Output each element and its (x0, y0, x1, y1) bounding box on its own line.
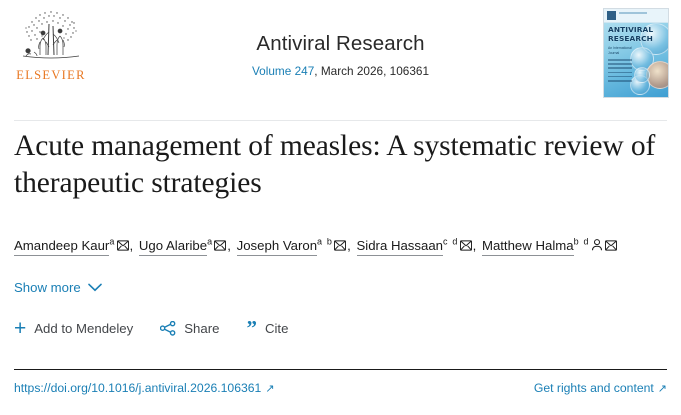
author-item: Sidra Hassaanc d, (356, 236, 479, 256)
elsevier-tree-icon (22, 11, 80, 59)
show-more-authors-button[interactable]: Show more (14, 280, 102, 295)
author-affiliation: c d (443, 236, 459, 247)
author-item: Matthew Halmab d (481, 236, 618, 256)
author-separator: , (347, 238, 351, 253)
author-item: Amandeep Kaura, (14, 236, 135, 256)
author-affiliation: a (207, 236, 214, 247)
cover-title-line2: RESEARCH (608, 33, 653, 43)
share-label: Share (184, 321, 220, 336)
author-item: Ugo Alaribea, (138, 236, 233, 256)
elsevier-wordmark: ELSEVIER (16, 68, 86, 82)
get-rights-and-content-link[interactable]: Get rights and content ↗ (534, 381, 667, 395)
person-icon[interactable] (591, 239, 603, 251)
chevron-down-icon (87, 280, 102, 295)
author-name[interactable]: Amandeep Kaur (14, 238, 110, 256)
volume-link[interactable]: Volume 247 (251, 63, 315, 78)
author-list: Amandeep Kaura, Ugo Alaribea, Joseph Var… (14, 234, 667, 258)
cite-button[interactable]: ” Cite (246, 316, 289, 340)
plus-icon: + (14, 316, 27, 340)
cover-elsevier-mark (607, 11, 616, 20)
cover-top-strip (619, 12, 647, 14)
article-action-bar: + Add to Mendeley Share ” Cite (14, 316, 667, 340)
article-block: Acute management of measles: A systemati… (14, 128, 667, 340)
doi-link[interactable]: https://doi.org/10.1016/j.antiviral.2026… (14, 381, 275, 395)
author-separator: , (472, 238, 477, 253)
quote-icon: ” (246, 316, 257, 340)
journal-header: Antiviral Research Volume 247, March 202… (0, 32, 681, 78)
journal-cover-thumbnail[interactable]: ANTIVIRAL RESEARCH An International Journ… (603, 8, 669, 98)
share-button[interactable]: Share (160, 321, 219, 336)
author-name[interactable]: Ugo Alaribe (138, 238, 208, 256)
envelope-icon[interactable] (459, 240, 472, 251)
cite-label: Cite (264, 321, 289, 336)
page-title: Acute management of measles: A systemati… (14, 130, 656, 199)
author-affiliation: a (109, 236, 116, 247)
external-link-icon: ↗ (657, 383, 667, 395)
author-name[interactable]: Sidra Hassaan (356, 238, 443, 256)
page-header: ELSEVIER Antiviral Research Volume 247, … (0, 0, 681, 112)
header-divider (14, 120, 667, 121)
cover-contents-lines (608, 59, 632, 84)
author-name[interactable]: Matthew Halma (481, 238, 574, 256)
author-separator: , (129, 238, 134, 253)
cover-cell-5 (634, 67, 650, 83)
show-more-label: Show more (14, 280, 81, 295)
envelope-icon[interactable] (604, 240, 617, 251)
add-to-mendeley-label: Add to Mendeley (34, 321, 134, 336)
journal-title: Antiviral Research (256, 32, 425, 55)
author-name[interactable]: Joseph Varon (236, 238, 318, 256)
doi-label: https://doi.org/10.1016/j.antiviral.2026… (14, 381, 262, 395)
external-link-icon: ↗ (265, 383, 275, 395)
author-affiliation: a b (317, 236, 334, 247)
journal-meta-rest: , March 2026, 106361 (314, 63, 430, 78)
author-separator: , (227, 238, 231, 253)
author-affiliation: b d (573, 236, 590, 247)
footer-divider (14, 369, 667, 370)
share-icon (160, 321, 176, 336)
envelope-icon[interactable] (334, 240, 347, 251)
elsevier-logo[interactable]: ELSEVIER (12, 8, 90, 88)
author-item: Joseph Varona b, (236, 236, 353, 256)
cover-title: ANTIVIRAL RESEARCH (608, 25, 654, 43)
envelope-icon[interactable] (214, 240, 227, 251)
add-to-mendeley-button[interactable]: + Add to Mendeley (14, 316, 134, 340)
rights-label: Get rights and content (533, 381, 654, 395)
cover-subtitle: An International Journal (608, 46, 632, 55)
envelope-icon[interactable] (116, 240, 129, 251)
article-footer: https://doi.org/10.1016/j.antiviral.2026… (14, 381, 667, 395)
journal-meta: Volume 247, March 2026, 106361 (0, 64, 681, 78)
cover-title-line1: ANTIVIRAL (608, 25, 654, 34)
